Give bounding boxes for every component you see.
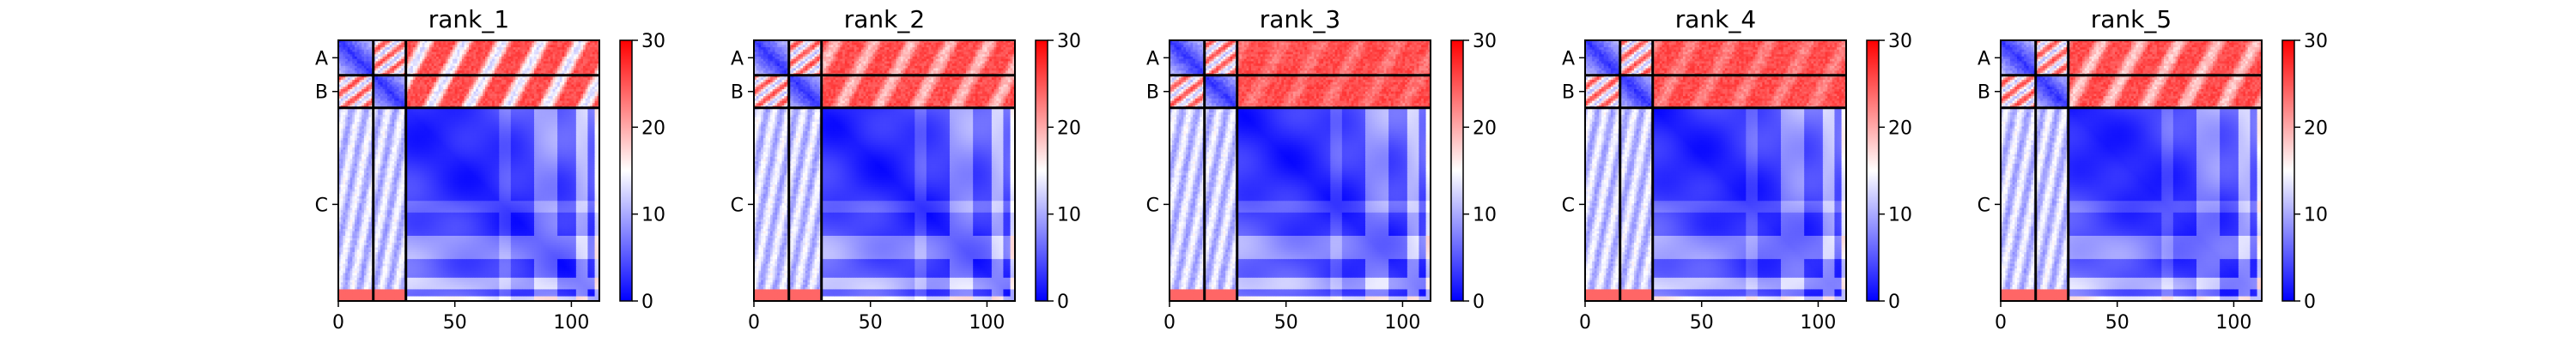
heatmap-cells (338, 40, 600, 302)
panel-title: rank_1 (428, 5, 509, 33)
